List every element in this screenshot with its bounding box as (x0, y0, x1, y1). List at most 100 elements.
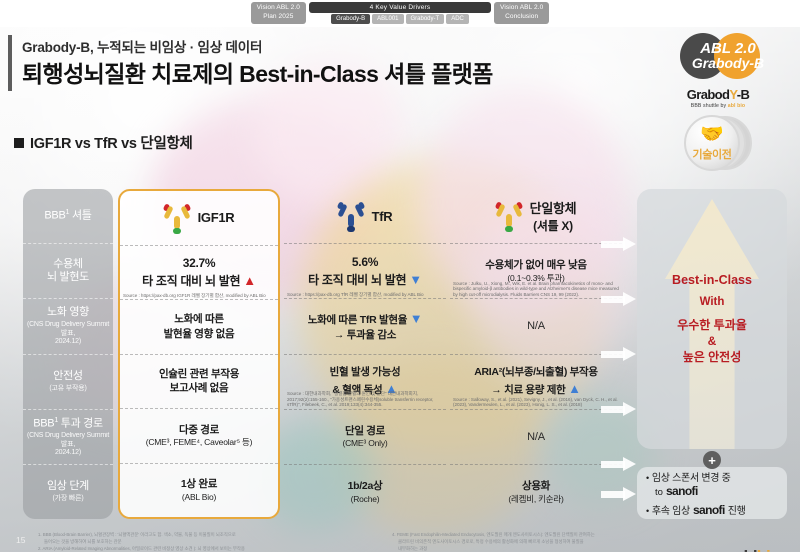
mab-header-group: 단일항체 (셔틀 X) (530, 198, 577, 234)
flow-arrow (601, 457, 637, 471)
section-header: IGF1R vs TfR vs 단일항체 (14, 132, 193, 153)
logo-circle-orange (714, 33, 760, 79)
flow-arrow (601, 237, 637, 251)
mab-expression-subtext: (0.1~0.3% 투과) (507, 272, 565, 283)
footnotes-left: 1. BBB (Blood-Brain Barrier), 뇌혈관장벽 : '뇌… (38, 532, 383, 552)
igf1r-stage-subtext: (ABL Bio) (181, 491, 217, 502)
mab-header-sublabel: (셔틀 X) (533, 219, 573, 234)
abl-bio-logo-abl: abl (735, 547, 758, 552)
nav-subtab-grabody-t[interactable]: Grabody-T (405, 14, 445, 24)
igf1r-safety-text: 인슐린 관련 부작용 보고사례 없음 (158, 367, 240, 395)
mab-header-cell: 단일항체 (셔틀 X) (450, 189, 622, 245)
sanofi-item-1: • 임상 스폰서 변경 중 to sanofi (646, 469, 778, 498)
plus-badge-icon: + (703, 451, 721, 469)
bullet-dot-icon: • (646, 473, 649, 483)
column-tfr[interactable]: TfR 5.6% 타 조직 대비 뇌 발현 ▼ Source : https:/… (284, 189, 446, 519)
igf1r-header-cell: IGF1R (120, 191, 278, 246)
flow-arrow (601, 487, 637, 501)
igf1r-route-cell: 다중 경로 (CME³, FEME⁴, Caveolar⁵ 등) (120, 409, 278, 464)
row-label-subtext: (CNS Drug Delivery Summit 발표, 2024.12) (26, 432, 110, 457)
tfr-aging-text2: → 투과율 감소 (333, 329, 397, 342)
mab-route-cell: N/A (450, 410, 622, 465)
footnote-4: 4. FEME (Fast Endophilin-Mediated Endocy… (392, 532, 595, 537)
nav-subtab-abl001[interactable]: ABL001 (372, 14, 404, 24)
flow-arrow (601, 292, 637, 306)
tfr-stage-cell: 1b/2a상 (Roche) (284, 465, 446, 519)
sanofi-item-2-post: 진행 (727, 506, 746, 517)
best-in-class-benefits: 우수한 투과율 & 높은 안전성 (677, 317, 747, 365)
best-in-class-text-group: Best-in-Class With 우수한 투과율 & 높은 안전성 (637, 189, 787, 449)
row-label-subtext: (고유 부작용) (49, 384, 87, 392)
sanofi-partnership-box: • 임상 스폰서 변경 중 to sanofi • 후속 임상 sanofi 진… (637, 467, 787, 519)
row-label-text: 안전성 (53, 370, 83, 383)
tfr-expression-cell: 5.6% 타 조직 대비 뇌 발현 ▼ Source : https://pax… (284, 244, 446, 300)
tfr-safety-cell: 빈혈 발생 가능성 & 혈액 독성 ▲ Source : 대한내과학회, "철결… (284, 355, 446, 410)
row-label-bbb-penetration-route: BBB1 투과 경로 (CNS Drug Delivery Summit 발표,… (23, 410, 113, 465)
mab-stage-text: 상용화 (521, 479, 551, 492)
row-label-clinical-stage: 임상 단계 (가장 빠른) (23, 465, 113, 519)
trend-up-icon: ▲ (568, 380, 581, 396)
row-label-subtext: (CNS Drug Delivery Summit 발표, 2024.12) (26, 321, 110, 345)
nav-subtab-adc[interactable]: ADC (446, 14, 469, 24)
logo-text-grabody-b: Grabody-B (691, 55, 765, 71)
grabody-b-wordmark: GrabodY-B (686, 87, 750, 102)
grabody-b-tagline: BBB shuttle by abl bio (690, 103, 746, 109)
nav-section-title: 4 Key Value Drivers (309, 2, 491, 13)
tfr-safety-source: Source : 대한내과학회, "철결핍 빈혈의 원인 및 진단" 대한내과학… (287, 391, 434, 408)
igf1r-expression-value: 32.7% (182, 256, 216, 271)
tfr-expression-source: Source : https://pax-db.org TfR 레벨 장기별 합… (287, 291, 424, 297)
tech-transfer-label: 기술이전 (692, 149, 732, 161)
nav-tab-vision-plan[interactable]: Vision ABL 2.0 Plan 2025 (250, 2, 306, 24)
igf1r-expression-cell: 32.7% 타 조직 대비 뇌 발현 ▲ Source : https://pa… (120, 246, 278, 300)
column-igf1r[interactable]: IGF1R 32.7% 타 조직 대비 뇌 발현 ▲ Source : http… (118, 189, 280, 519)
igf1r-aging-cell: 노화에 따른 발현율 영향 없음 (120, 300, 278, 355)
row-label-text: BBB1 셔틀 (44, 208, 92, 223)
tfr-aging-cell: 노화에 따른 TfR 발현율 ▼ → 투과율 감소 (284, 299, 446, 355)
section-header-label: IGF1R vs TfR vs 단일항체 (30, 136, 193, 152)
nav-center-group: 4 Key Value Drivers Grabody-B ABL001 Gra… (309, 2, 491, 24)
handshake-icon: 🤝 (700, 124, 724, 145)
mab-expression-text: 수용체가 없어 매우 낮음 (485, 259, 587, 272)
mab-stage-subtext: (레켐비, 키순라) (508, 493, 564, 504)
tfr-aging-text: 노화에 따른 TfR 발현율 ▼ (307, 310, 423, 326)
best-in-class-with: With (699, 295, 725, 308)
sanofi-to-label: to (655, 487, 663, 498)
grabody-b-medal-zone: GrabodY-B BBB shuttle by abl bio 🤝 기술이전 (640, 87, 790, 187)
tfr-route-cell: 단일 경로 (CME³ Only) (284, 410, 446, 465)
mab-expression-cell: 수용체가 없어 매우 낮음 (0.1~0.3% 투과) Source : Jul… (450, 244, 622, 300)
flow-arrow (601, 402, 637, 416)
row-label-subtext: (가장 빠른) (52, 495, 84, 503)
footnote-4-cont-a: 클라트린 비의존적 엔도사이토시스 경로로, 특정 수용체의 활성화에 의해 빠… (398, 538, 584, 544)
footnotes-right: 4. FEME (Fast Endophilin-Mediated Endocy… (392, 532, 722, 552)
trend-up-icon: ▲ (385, 380, 398, 396)
mab-safety-cell: ARIA²(뇌부종/뇌출혈) 부작용 → 치료 용량 제한 ▲ Source :… (450, 355, 622, 410)
sanofi-wordmark: sanofi (665, 484, 698, 498)
tfr-route-text: 단일 경로 (344, 424, 386, 437)
nav-wrapper: Vision ABL 2.0 Plan 2025 4 Key Value Dri… (250, 0, 550, 24)
igf1r-expression-text: 타 조직 대비 뇌 발현 ▲ (142, 272, 256, 288)
row-label-text: 임상 단계 (46, 480, 90, 493)
slide-title: 퇴행성뇌질환 치료제의 Best-in-Class 셔틀 플랫폼 (22, 61, 493, 87)
nav-tab-vision-conclusion[interactable]: Vision ABL 2.0 Conclusion (494, 2, 550, 24)
nav-subtab-grabody-b[interactable]: Grabody-B (331, 14, 371, 24)
top-navigation-bar: Vision ABL 2.0 Plan 2025 4 Key Value Dri… (0, 0, 800, 27)
row-label-text: 수용체 뇌 발현도 (46, 257, 90, 284)
tfr-stage-text: 1b/2a상 (347, 479, 383, 492)
best-in-class-title: Best-in-Class (672, 272, 752, 287)
nav-subtab-row: Grabody-B ABL001 Grabody-T ADC (331, 14, 469, 24)
tfr-safety-text: 빈혈 발생 가능성 (329, 366, 401, 379)
sanofi-item-1-sub: to sanofi (646, 484, 778, 498)
slide-number: 15 (16, 535, 26, 545)
abl-bio-logo-bio: bio (757, 547, 780, 552)
row-label-bbb-shuttle: BBB1 셔틀 (23, 189, 113, 245)
igf1r-route-subtext: (CME³, FEME⁴, Caveolar⁵ 등) (145, 437, 253, 448)
footnote-1: 1. BBB (Blood-Brain Barrier), 뇌혈관장벽 : '뇌… (38, 532, 236, 537)
column-monoclonal-antibody[interactable]: 단일항체 (셔틀 X) 수용체가 없어 매우 낮음 (0.1~0.3% 투과) … (450, 189, 622, 519)
mab-stage-cell: 상용화 (레켐비, 키순라) (450, 465, 622, 519)
antibody-yellow-icon (162, 203, 191, 234)
igf1r-stage-cell: 1상 완료 (ABL Bio) (120, 464, 278, 518)
igf1r-aging-text: 노화에 따른 발현율 영향 없음 (163, 313, 235, 340)
grabody-b-logo: GrabodY-B BBB shuttle by abl bio (658, 87, 778, 109)
tfr-expression-text: 타 조직 대비 뇌 발현 ▼ (308, 271, 422, 287)
